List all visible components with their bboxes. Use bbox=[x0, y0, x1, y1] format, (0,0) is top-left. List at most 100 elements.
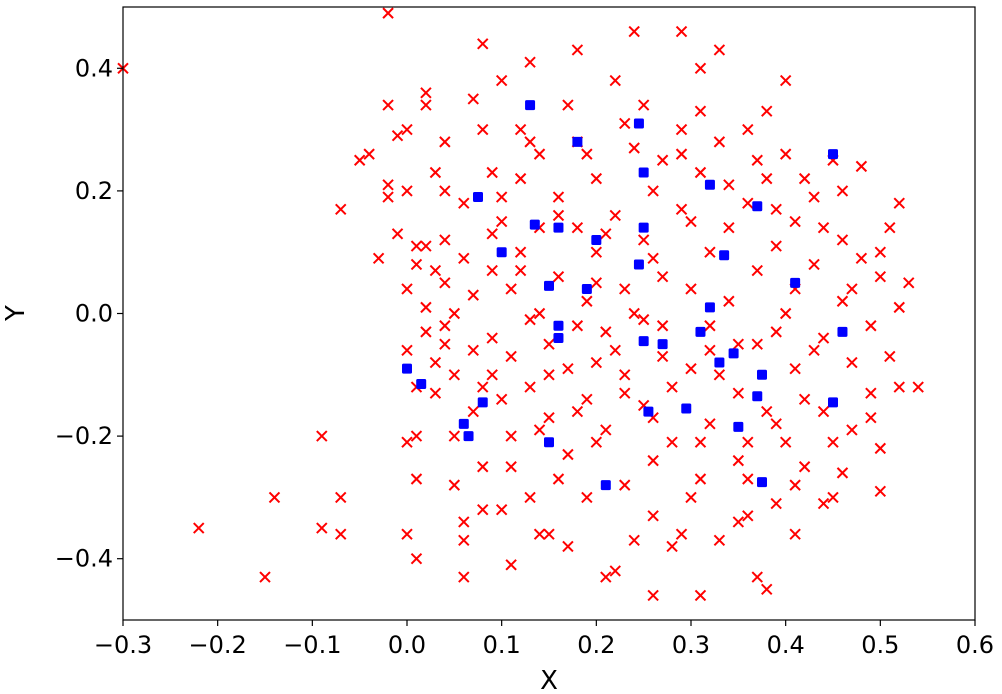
scatter-point-x bbox=[656, 350, 669, 363]
scatter-point-x bbox=[429, 166, 442, 179]
scatter-point-x bbox=[439, 320, 451, 332]
scatter-point-x bbox=[694, 589, 707, 602]
scatter-point-x bbox=[495, 191, 508, 203]
scatter-point-x bbox=[316, 430, 328, 442]
scatter-point-x bbox=[590, 172, 603, 185]
scatter-point-square bbox=[525, 100, 536, 111]
scatter-point-x bbox=[514, 172, 527, 185]
scatter-point-x bbox=[467, 93, 479, 105]
x-tick-label: 0.3 bbox=[672, 631, 710, 659]
scatter-point-x bbox=[893, 197, 905, 209]
scatter-point-x bbox=[505, 283, 517, 295]
scatter-point-square bbox=[633, 118, 644, 129]
scatter-point-x bbox=[770, 497, 782, 510]
scatter-point-x bbox=[410, 240, 423, 252]
scatter-point-x bbox=[675, 123, 688, 136]
scatter-point-x bbox=[779, 436, 792, 448]
scatter-point-x bbox=[505, 350, 517, 363]
scatter-point-square bbox=[643, 406, 654, 417]
scatter-point-x bbox=[647, 454, 659, 467]
scatter-point-x bbox=[448, 369, 461, 381]
scatter-point-x bbox=[439, 277, 451, 289]
scatter-point-x bbox=[675, 25, 688, 38]
scatter-point-x bbox=[505, 430, 517, 442]
scatter-point-x bbox=[713, 136, 726, 148]
scatter-point-x bbox=[675, 148, 688, 160]
scatter-point-x bbox=[477, 503, 489, 516]
scatter-point-x bbox=[827, 491, 839, 504]
scatter-point-x bbox=[685, 491, 697, 504]
scatter-point-x bbox=[543, 528, 555, 540]
scatter-point-x bbox=[458, 252, 470, 265]
scatter-point-x bbox=[647, 185, 659, 197]
scatter-point-x bbox=[619, 283, 631, 295]
x-tick-label: −0.1 bbox=[283, 631, 341, 659]
scatter-point-x bbox=[581, 491, 593, 504]
scatter-point-x bbox=[495, 503, 508, 516]
scatter-point-x bbox=[259, 571, 271, 583]
scatter-point-x bbox=[514, 246, 527, 258]
x-tick-label: 0.1 bbox=[483, 631, 521, 659]
scatter-point-x bbox=[874, 485, 887, 497]
scatter-point-x bbox=[571, 320, 584, 332]
scatter-point-x bbox=[353, 154, 366, 166]
scatter-point-x bbox=[382, 99, 394, 111]
scatter-point-x bbox=[420, 240, 432, 252]
scatter-point-x bbox=[836, 185, 849, 197]
scatter-point-x bbox=[751, 264, 763, 277]
scatter-point-x bbox=[761, 583, 773, 596]
x-tick-label: 0.5 bbox=[861, 631, 899, 659]
scatter-point-x bbox=[865, 387, 877, 399]
scatter-point-x bbox=[458, 516, 470, 528]
scatter-point-x bbox=[732, 454, 745, 467]
scatter-point-x bbox=[316, 522, 328, 534]
scatter-point-square bbox=[416, 378, 427, 389]
scatter-point-square bbox=[704, 179, 715, 190]
scatter-point-x bbox=[808, 258, 820, 271]
scatter-point-x bbox=[467, 344, 479, 356]
scatter-point-x bbox=[533, 307, 546, 320]
scatter-point-x bbox=[789, 362, 801, 375]
scatter-point-x bbox=[600, 228, 612, 240]
scatter-point-x bbox=[798, 461, 811, 473]
scatter-point-x bbox=[420, 87, 432, 99]
scatter-point-x bbox=[590, 436, 603, 448]
y-tick-label: −0.4 bbox=[55, 545, 113, 573]
scatter-point-x bbox=[779, 74, 792, 87]
scatter-point-x bbox=[685, 283, 697, 295]
scatter-point-x bbox=[808, 191, 820, 203]
scatter-point-x bbox=[903, 277, 915, 289]
scatter-point-x bbox=[647, 252, 659, 265]
scatter-point-x bbox=[609, 209, 621, 222]
scatter-point-x bbox=[798, 393, 811, 406]
scatter-point-x bbox=[713, 44, 726, 56]
scatter-point-x bbox=[874, 246, 887, 258]
scatter-point-x bbox=[552, 271, 565, 283]
scatter-point-x bbox=[543, 412, 555, 424]
scatter-point-x bbox=[666, 540, 678, 553]
scatter-point-square bbox=[704, 302, 715, 313]
scatter-point-x bbox=[761, 172, 773, 185]
scatter-point-x bbox=[571, 221, 584, 234]
scatter-point-x bbox=[647, 510, 659, 522]
scatter-point-x bbox=[600, 424, 612, 436]
scatter-point-x bbox=[552, 209, 565, 222]
scatter-point-x bbox=[448, 307, 461, 320]
scatter-point-x bbox=[486, 332, 498, 344]
scatter-point-x bbox=[628, 142, 640, 154]
scatter-point-x bbox=[609, 74, 621, 87]
scatter-point-x bbox=[391, 228, 404, 240]
scatter-point-x bbox=[391, 130, 404, 142]
scatter-point-x bbox=[448, 430, 461, 442]
scatter-point-x bbox=[562, 540, 574, 553]
scatter-point-x bbox=[742, 473, 754, 485]
scatter-point-x bbox=[675, 528, 688, 540]
scatter-point-x bbox=[723, 221, 735, 234]
scatter-point-x bbox=[505, 461, 517, 473]
scatter-point-x bbox=[836, 467, 849, 479]
scatter-point-x bbox=[495, 393, 508, 406]
scatter-point-x bbox=[713, 534, 726, 547]
scatter-point-x bbox=[581, 148, 593, 160]
scatter-point-x bbox=[486, 264, 498, 277]
